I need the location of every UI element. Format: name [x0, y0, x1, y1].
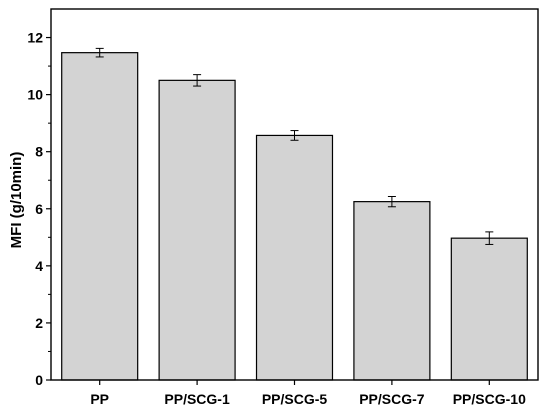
plot-frame: [50, 8, 539, 381]
y-tick-label: 2: [35, 315, 43, 331]
bar-pp: [61, 52, 139, 381]
x-tick-label: PP/SCG-1: [164, 391, 230, 407]
y-axis-title: MFI (g/10min): [8, 152, 25, 249]
x-tick-label: PP: [90, 391, 109, 407]
y-tick-label: 8: [35, 144, 43, 160]
bar-pp-scg-5: [255, 134, 334, 381]
bar-pp-scg-10: [450, 237, 528, 381]
y-tick-label: 4: [35, 258, 43, 274]
y-tick-label: 12: [27, 30, 43, 46]
bar-pp-scg-7: [353, 201, 431, 381]
bar-pp-scg-1: [158, 79, 236, 381]
y-tick-label: 0: [35, 372, 43, 388]
x-tick-label: PP/SCG-10: [453, 391, 526, 407]
y-tick-label: 6: [35, 201, 43, 217]
x-tick-label: PP/SCG-5: [262, 391, 328, 407]
plot-area: PP PP/SCG-1 PP/SCG-5 PP/SCG-7 PP/SCG-10 0 2 4 6 8…: [27, 8, 539, 407]
x-tick-label: PP/SCG-7: [359, 391, 425, 407]
y-tick-label: 10: [27, 87, 43, 103]
